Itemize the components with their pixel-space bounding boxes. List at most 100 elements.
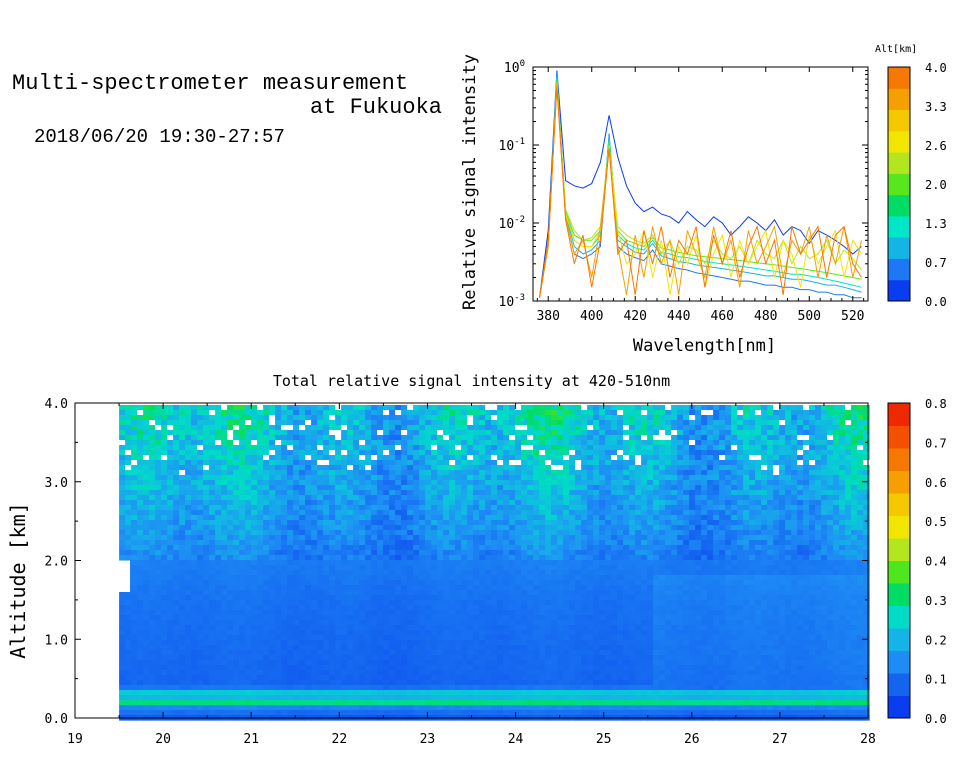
- heatmap-cell: [527, 430, 534, 436]
- heatmap-cell: [365, 405, 372, 411]
- heatmap-cell: [209, 405, 216, 411]
- heatmap-cell: [137, 600, 144, 606]
- heatmap-cell: [437, 685, 444, 691]
- heatmap-cell: [479, 515, 486, 521]
- heatmap-cell: [287, 545, 294, 551]
- heatmap-cell: [233, 510, 240, 516]
- heatmap-cell: [545, 535, 552, 541]
- heatmap-cell: [509, 515, 516, 521]
- heatmap-cell: [557, 660, 564, 666]
- heatmap-cell: [557, 545, 564, 551]
- heatmap-cell: [341, 595, 348, 601]
- heatmap-cell: [299, 600, 306, 606]
- heatmap-cell: [395, 415, 402, 421]
- heatmap-cell: [515, 600, 522, 606]
- heatmap-cell: [527, 445, 534, 451]
- heatmap-cell: [569, 690, 576, 696]
- heatmap-cell: [353, 685, 360, 691]
- heatmap-cell: [485, 700, 492, 706]
- heatmap-cell: [155, 470, 162, 476]
- heatmap-cell: [245, 445, 252, 451]
- heatmap-cell: [497, 555, 504, 561]
- heatmap-cell: [563, 475, 570, 481]
- heatmap-cell: [467, 530, 474, 536]
- heatmap-cell: [515, 590, 522, 596]
- heatmap-cell: [401, 495, 408, 501]
- heatmap-cell: [131, 430, 138, 436]
- heatmap-cell: [353, 560, 360, 566]
- heatmap-cell: [155, 440, 162, 446]
- heatmap-cell: [545, 455, 552, 461]
- heatmap-cell: [473, 545, 480, 551]
- heatmap-cell: [335, 500, 342, 506]
- heatmap-cell: [221, 455, 228, 461]
- heatmap-cell: [131, 415, 138, 421]
- heatmap-cell: [209, 425, 216, 431]
- heatmap-cell: [269, 700, 276, 706]
- heatmap-cell: [257, 700, 264, 706]
- heatmap-cell: [575, 455, 582, 461]
- heatmap-cell: [143, 575, 150, 581]
- heatmap-cell: [299, 655, 306, 661]
- heatmap-cell: [491, 575, 498, 581]
- heatmap-cell: [425, 500, 432, 506]
- heatmap-cell: [275, 585, 282, 591]
- heatmap-cell: [143, 420, 150, 426]
- heatmap-cell: [503, 460, 510, 466]
- heatmap-cell: [239, 675, 246, 681]
- heatmap-cell: [461, 435, 468, 441]
- heatmap-cell: [443, 490, 450, 496]
- heatmap-cell: [539, 470, 546, 476]
- heatmap-cell: [119, 425, 126, 431]
- heatmap-cell: [395, 650, 402, 656]
- heatmap-cell: [317, 575, 324, 581]
- heatmap-cell: [401, 610, 408, 616]
- heatmap-cell: [413, 560, 420, 566]
- heatmap-cell: [119, 475, 126, 481]
- heatmap-cell: [215, 640, 222, 646]
- heatmap-cell: [413, 580, 420, 586]
- spectrum-y-tick-label: 10-3: [499, 293, 526, 310]
- heatmap-cell: [161, 685, 168, 691]
- heatmap-cell: [263, 605, 270, 611]
- heatmap-cell: [353, 680, 360, 686]
- heatmap-cell: [257, 665, 264, 671]
- heatmap-cell: [419, 545, 426, 551]
- heatmap-cell: [287, 500, 294, 506]
- heatmap-cell: [533, 415, 540, 421]
- heatmap-cell: [131, 670, 138, 676]
- heatmap-cell: [401, 470, 408, 476]
- heatmap-cell: [137, 505, 144, 511]
- heatmap-cell: [185, 420, 192, 426]
- heatmap-cell: [215, 630, 222, 636]
- heatmap-cell: [263, 435, 270, 441]
- heatmap-cell: [371, 630, 378, 636]
- heatmap-cell: [377, 430, 384, 436]
- heatmap-cell: [245, 685, 252, 691]
- heatmap-cell: [233, 470, 240, 476]
- heatmap-cell: [137, 525, 144, 531]
- heatmap-cell: [551, 410, 558, 416]
- heatmap-cell: [527, 565, 534, 571]
- heatmap-cell: [455, 435, 462, 441]
- heatmap-cell: [437, 515, 444, 521]
- heatmap-cell: [197, 510, 204, 516]
- heatmap-cell: [527, 455, 534, 461]
- heatmap-cell: [491, 405, 498, 411]
- heatmap-cell: [155, 640, 162, 646]
- heatmap-cell: [551, 425, 558, 431]
- heatmap-cell: [425, 710, 432, 716]
- heatmap-cell: [545, 515, 552, 521]
- heatmap-cell: [389, 655, 396, 661]
- heatmap-cell: [227, 415, 234, 421]
- heatmap-cell: [467, 685, 474, 691]
- heatmap-cell: [185, 580, 192, 586]
- heatmap-cell: [383, 585, 390, 591]
- heatmap-cell: [131, 655, 138, 661]
- heatmap-cell: [299, 660, 306, 666]
- heatmap-cell: [347, 585, 354, 591]
- heatmap-cell: [203, 595, 210, 601]
- heatmap-cell: [173, 635, 180, 641]
- heatmap-cell: [161, 410, 168, 416]
- heatmap-cell: [575, 570, 582, 576]
